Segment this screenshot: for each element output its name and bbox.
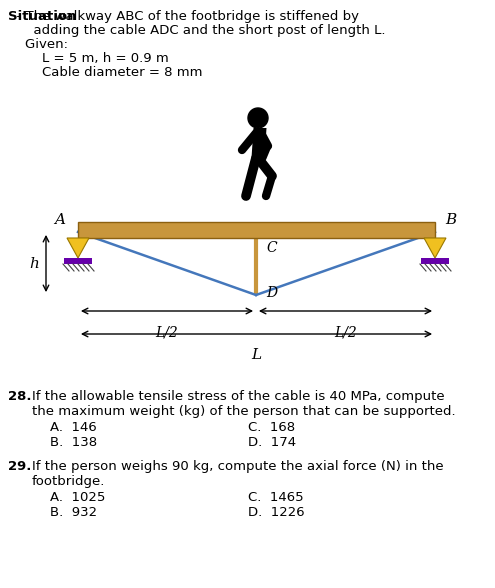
- Text: 29.: 29.: [8, 460, 31, 473]
- Circle shape: [248, 108, 268, 128]
- Text: D: D: [266, 286, 277, 300]
- Bar: [421, 258, 449, 264]
- Text: 28.: 28.: [8, 390, 32, 403]
- Text: C: C: [266, 241, 277, 255]
- Polygon shape: [424, 238, 446, 258]
- Text: Cable diameter = 8 mm: Cable diameter = 8 mm: [8, 66, 202, 79]
- Bar: [64, 258, 92, 264]
- Text: C.  168: C. 168: [248, 421, 295, 434]
- Text: - The walkway ABC of the footbridge is stiffened by: - The walkway ABC of the footbridge is s…: [8, 10, 359, 23]
- Text: B.  932: B. 932: [50, 506, 97, 519]
- Text: Situation: Situation: [8, 10, 77, 23]
- Text: adding the cable ADC and the short post of length L.: adding the cable ADC and the short post …: [8, 24, 386, 37]
- Text: the maximum weight (kg) of the person that can be supported.: the maximum weight (kg) of the person th…: [32, 405, 455, 418]
- Text: L/2: L/2: [334, 325, 357, 339]
- Text: A.  146: A. 146: [50, 421, 97, 434]
- Text: L/2: L/2: [155, 325, 178, 339]
- Text: A.  1025: A. 1025: [50, 491, 105, 504]
- Text: L = 5 m, h = 0.9 m: L = 5 m, h = 0.9 m: [8, 52, 169, 65]
- Polygon shape: [67, 238, 89, 258]
- Text: If the allowable tensile stress of the cable is 40 MPa, compute: If the allowable tensile stress of the c…: [32, 390, 445, 403]
- Text: D.  174: D. 174: [248, 436, 296, 449]
- Text: h: h: [29, 256, 39, 270]
- Text: If the person weighs 90 kg, compute the axial force (N) in the: If the person weighs 90 kg, compute the …: [32, 460, 444, 473]
- Text: D.  1226: D. 1226: [248, 506, 304, 519]
- Text: Given:: Given:: [8, 38, 68, 51]
- Text: B: B: [446, 213, 456, 227]
- Text: B.  138: B. 138: [50, 436, 97, 449]
- Text: footbridge.: footbridge.: [32, 475, 105, 488]
- Bar: [78, 222, 435, 238]
- Text: L: L: [251, 348, 261, 362]
- Text: C.  1465: C. 1465: [248, 491, 303, 504]
- Polygon shape: [251, 128, 266, 158]
- Text: A: A: [54, 213, 65, 227]
